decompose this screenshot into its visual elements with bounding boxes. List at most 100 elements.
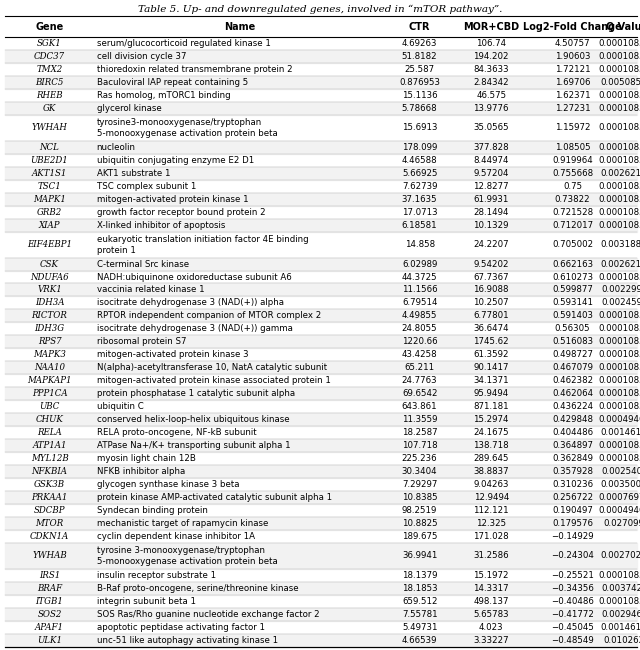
Text: Gene: Gene [35,21,63,32]
Text: 11.1566: 11.1566 [402,285,438,294]
Text: 12.325: 12.325 [476,519,506,528]
Text: 1.15972: 1.15972 [555,124,590,133]
Text: CDC37: CDC37 [34,52,65,61]
Text: SGK1: SGK1 [37,39,62,48]
Text: 4.023: 4.023 [479,623,504,632]
Text: 0.000108528: 0.000108528 [598,571,640,580]
Text: 43.4258: 43.4258 [402,350,438,359]
Text: 69.6542: 69.6542 [402,389,437,398]
Text: XIAP: XIAP [39,220,60,229]
Text: 37.1635: 37.1635 [402,194,438,203]
Text: EIF4EBP1: EIF4EBP1 [27,240,72,249]
Text: 194.202: 194.202 [474,52,509,61]
Bar [5,141,637,154]
Text: 0.00245968: 0.00245968 [601,298,640,307]
Text: unc-51 like autophagy activating kinase 1: unc-51 like autophagy activating kinase … [97,636,278,645]
Text: BRAF: BRAF [37,584,62,593]
Text: NDUFA6: NDUFA6 [30,272,69,281]
Text: Log2-Fold Change: Log2-Fold Change [524,21,622,32]
Text: −0.24304: −0.24304 [551,551,594,560]
Text: 25.587: 25.587 [404,65,435,74]
Text: 871.181: 871.181 [474,402,509,411]
Text: 659.512: 659.512 [402,597,437,606]
Text: 0.919964: 0.919964 [552,156,593,164]
Text: 0.467079: 0.467079 [552,363,593,372]
Text: 31.2586: 31.2586 [474,551,509,560]
Text: Name: Name [224,21,255,32]
Bar [5,517,637,530]
Bar [5,413,637,426]
Text: 0.000108528: 0.000108528 [598,39,640,48]
Text: 0.000108528: 0.000108528 [598,376,640,385]
Text: YWHAH: YWHAH [31,124,67,133]
Text: 0.436224: 0.436224 [552,402,593,411]
Bar [5,361,637,374]
Text: tyrosine 3-monooxygenase/tryptophan: tyrosine 3-monooxygenase/tryptophan [97,546,264,555]
Bar [5,218,637,231]
Text: 0.429848: 0.429848 [552,415,593,424]
Text: 6.77801: 6.77801 [474,311,509,320]
Text: MAPKAP1: MAPKAP1 [28,376,72,385]
Text: mitogen-activated protein kinase associated protein 1: mitogen-activated protein kinase associa… [97,376,330,385]
Text: 1220.66: 1220.66 [402,337,438,346]
Text: RPS7: RPS7 [38,337,61,346]
Text: 0.000108528: 0.000108528 [598,350,640,359]
Bar [5,283,637,296]
Text: 30.3404: 30.3404 [402,467,438,476]
Text: 138.718: 138.718 [474,441,509,450]
Text: NFKB inhibitor alpha: NFKB inhibitor alpha [97,467,185,476]
Text: 67.7367: 67.7367 [474,272,509,281]
Text: NAA10: NAA10 [34,363,65,372]
Text: −0.40486: −0.40486 [551,597,594,606]
Text: 15.1972: 15.1972 [474,571,509,580]
Text: 0.599877: 0.599877 [552,285,593,294]
Text: 1.90603: 1.90603 [555,52,590,61]
Text: VRK1: VRK1 [37,285,62,294]
Text: 24.1675: 24.1675 [474,428,509,437]
Text: 7.62739: 7.62739 [402,182,437,190]
Text: 0.404486: 0.404486 [552,428,593,437]
Text: 51.8182: 51.8182 [402,52,438,61]
Text: 44.3725: 44.3725 [402,272,438,281]
Bar [5,491,637,504]
Text: 0.310236: 0.310236 [552,480,593,489]
Text: 0.712017: 0.712017 [552,220,593,229]
Text: 24.2207: 24.2207 [474,240,509,249]
Text: Syndecan binding protein: Syndecan binding protein [97,506,207,515]
Text: 0.000108528: 0.000108528 [598,389,640,398]
Bar [5,102,637,115]
Text: growth factor receptor bound protein 2: growth factor receptor bound protein 2 [97,207,265,216]
Text: 0.000108528: 0.000108528 [598,324,640,333]
Text: 0.0102621: 0.0102621 [604,636,640,645]
Text: 0.000769756: 0.000769756 [598,493,640,502]
Text: RPTOR independent companion of MTOR complex 2: RPTOR independent companion of MTOR comp… [97,311,321,320]
Text: MYL12B: MYL12B [31,454,68,463]
Text: RHEB: RHEB [36,91,63,100]
Text: 0.755668: 0.755668 [552,169,593,177]
Text: Ras homolog, mTORC1 binding: Ras homolog, mTORC1 binding [97,91,230,100]
Text: 0.0270992: 0.0270992 [604,519,640,528]
Text: SOS Ras/Rho guanine nucleotide exchange factor 2: SOS Ras/Rho guanine nucleotide exchange … [97,610,319,619]
Text: SOS2: SOS2 [37,610,61,619]
Text: 5.78668: 5.78668 [402,104,438,113]
Bar [5,76,637,89]
Text: 377.828: 377.828 [474,143,509,152]
Text: CTR: CTR [409,21,431,32]
Text: ribosomal protein S7: ribosomal protein S7 [97,337,186,346]
Text: 0.000108528: 0.000108528 [598,454,640,463]
Text: 0.498727: 0.498727 [552,350,593,359]
Bar [5,167,637,179]
Text: 107.718: 107.718 [402,441,438,450]
Text: 35.0565: 35.0565 [474,124,509,133]
Text: ULK1: ULK1 [37,636,62,645]
Bar [5,608,637,621]
Text: 0.462064: 0.462064 [552,389,593,398]
Text: YWHAB: YWHAB [32,551,67,560]
Text: isocitrate dehydrogenase 3 (NAD(+)) alpha: isocitrate dehydrogenase 3 (NAD(+)) alph… [97,298,284,307]
Text: 0.593141: 0.593141 [552,298,593,307]
Text: 0.610273: 0.610273 [552,272,593,281]
Text: BIRC5: BIRC5 [35,78,64,87]
Bar [5,335,637,348]
Text: 15.2974: 15.2974 [474,415,509,424]
Text: 0.000108528: 0.000108528 [598,124,640,133]
